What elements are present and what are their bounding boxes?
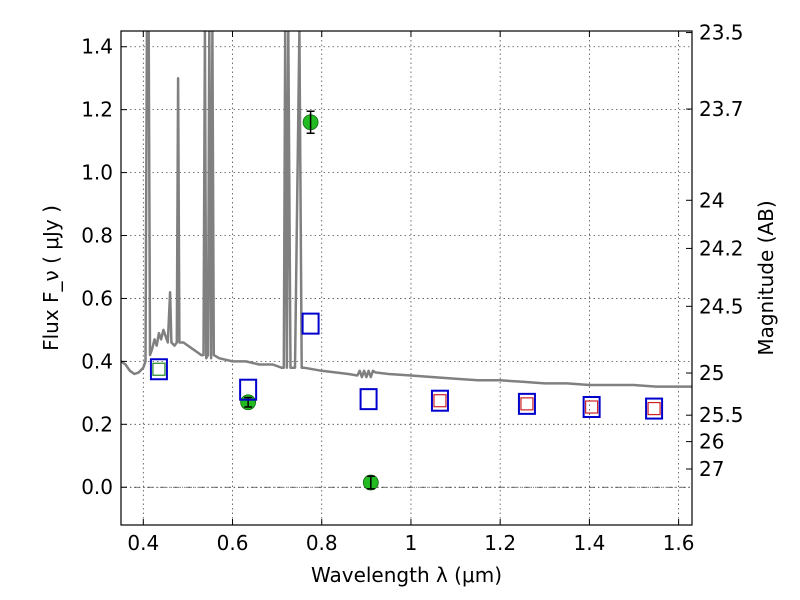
x-tick-label: 1.4 (573, 531, 605, 555)
y-tick-label: 1.4 (81, 35, 113, 59)
model-magnitude-square (149, 358, 168, 381)
x-tick-label: 1 (405, 531, 418, 555)
right-tick-label: 24.5 (699, 294, 744, 318)
model-magnitude-square (582, 396, 601, 419)
y-axis-label: Flux F_ν ( μJy ) (39, 205, 63, 351)
y-tick-label: 0.2 (81, 412, 113, 436)
x-tick-label: 1.2 (484, 531, 516, 555)
series-layer (121, 31, 692, 491)
x-axis-label: Wavelength λ (μm) (311, 563, 502, 587)
right-tick-label: 24 (699, 188, 724, 212)
inner-square-marker (152, 362, 166, 376)
y-tick-label: 0.6 (81, 286, 113, 310)
model-magnitude-square (645, 397, 664, 420)
right-tick-label: 25.5 (699, 403, 744, 427)
right-tick-label: 23.7 (699, 97, 744, 121)
right-tick-label: 26 (699, 430, 724, 454)
plot-frame (120, 30, 693, 526)
y-tick-label: 1.2 (81, 98, 113, 122)
model-magnitude-square (301, 312, 320, 335)
inner-square-marker (585, 400, 599, 414)
right-tick-label: 23.5 (699, 21, 744, 45)
right-axis-label: Magnitude (AB) (754, 200, 778, 355)
axis-ticks: 0.4 0.6 0.8 1 1.2 1.4 1.6 0.0 0.2 0.4 0.6 0.8 1.0 1.2… (81, 21, 743, 555)
x-tick-label: 0.6 (217, 531, 249, 555)
series-clip-group (121, 31, 692, 491)
model-magnitude-square (239, 378, 258, 401)
inner-square-marker (520, 397, 534, 411)
sed-model-line (121, 31, 692, 388)
y-tick-label: 0.4 (81, 349, 113, 373)
y-tick-label: 0.8 (81, 224, 113, 248)
inner-square-marker (433, 394, 447, 408)
model-magnitude-square (517, 392, 536, 415)
right-tick-label: 25 (699, 361, 724, 385)
y-tick-label: 1.0 (81, 161, 113, 185)
model-magnitude-square (430, 389, 449, 412)
y-tick-label: 0.0 (81, 475, 113, 499)
x-tick-label: 0.8 (306, 531, 338, 555)
inner-square-marker (647, 401, 661, 416)
right-tick-label: 24.2 (699, 236, 744, 260)
x-tick-label: 1.6 (663, 531, 695, 555)
x-tick-label: 0.4 (127, 531, 159, 555)
right-tick-label: 27 (699, 457, 724, 481)
model-magnitude-square (359, 388, 378, 411)
